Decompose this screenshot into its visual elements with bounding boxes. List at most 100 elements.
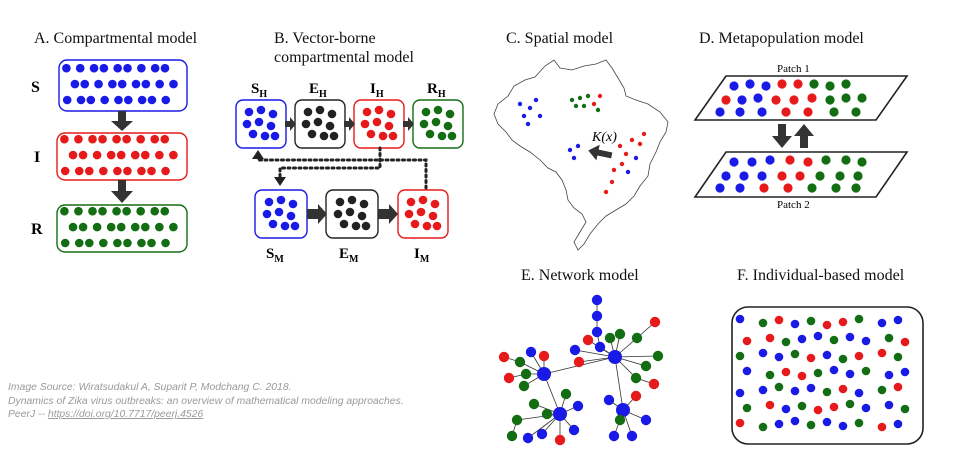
- individual-dot: [416, 207, 426, 217]
- individual-dot: [422, 221, 432, 231]
- individual-dot: [623, 151, 629, 157]
- individual-dot: [617, 143, 623, 149]
- individual-dot: [60, 206, 69, 216]
- recovered-compartment: [56, 204, 188, 253]
- individual-dot: [92, 222, 102, 232]
- individual-dot: [410, 219, 420, 229]
- network-edge: [614, 356, 624, 411]
- individual-dot: [160, 206, 170, 216]
- network-node: [630, 372, 642, 384]
- individual-dot: [351, 221, 361, 231]
- network-edge: [636, 321, 656, 339]
- individual-dot: [806, 316, 816, 326]
- panel-b-title-line2: compartmental model: [274, 49, 414, 66]
- individual-dot: [150, 206, 160, 216]
- individual-dot: [276, 195, 286, 205]
- arrow-into-sm: [274, 177, 286, 186]
- individual-dot: [68, 150, 78, 160]
- individual-dot: [432, 221, 442, 231]
- label-r: R: [31, 221, 43, 238]
- individual-dot: [765, 370, 775, 380]
- individual-dot: [854, 314, 864, 324]
- individual-dot: [70, 79, 80, 89]
- individual-dot: [274, 207, 284, 217]
- individual-dot: [62, 95, 72, 105]
- network-edge: [527, 413, 561, 439]
- label-i: I: [34, 149, 40, 166]
- network-node: [626, 430, 638, 442]
- network-edge: [608, 399, 624, 411]
- individual-dot: [347, 195, 357, 205]
- individual-dot: [758, 385, 768, 395]
- arrow-sh-eh: [285, 117, 296, 131]
- individual-dot: [742, 403, 752, 413]
- individual-dot: [747, 157, 757, 167]
- individual-dot: [781, 107, 791, 117]
- individual-dot: [806, 420, 816, 430]
- individual-dot: [86, 95, 96, 105]
- individual-dot: [264, 197, 274, 207]
- network-node: [525, 346, 537, 358]
- individual-dot: [829, 335, 839, 345]
- patch-1-label: Patch 1: [777, 63, 810, 75]
- individual-dot: [765, 333, 775, 343]
- network-node: [649, 316, 661, 328]
- vector-individuals: [262, 195, 442, 231]
- individual-dot: [797, 401, 807, 411]
- individual-dot: [815, 171, 825, 181]
- individual-dot: [124, 95, 133, 105]
- network-node: [498, 351, 510, 363]
- individual-dot: [900, 367, 910, 377]
- network-edge: [533, 403, 561, 415]
- individual-dot: [92, 150, 102, 160]
- individual-dot: [851, 107, 861, 117]
- individual-dot: [774, 352, 784, 362]
- individual-dot: [759, 183, 769, 193]
- individual-dot: [136, 134, 145, 144]
- individual-dot: [131, 79, 141, 89]
- network-node: [572, 400, 584, 412]
- host-infected-box: [353, 99, 405, 149]
- individual-dot: [735, 351, 745, 361]
- individual-dot: [136, 206, 145, 216]
- network-node: [511, 414, 523, 426]
- individual-dot: [609, 179, 615, 185]
- network-node: [640, 414, 652, 426]
- individual-dot: [884, 400, 894, 410]
- host-individuals: [242, 105, 457, 141]
- individual-dot: [339, 219, 349, 229]
- individual-dot: [445, 109, 455, 119]
- network-node: [569, 344, 581, 356]
- individual-dot: [84, 238, 94, 248]
- individual-dot: [333, 209, 343, 219]
- network-nodes: [498, 294, 664, 446]
- individual-dot: [84, 166, 94, 176]
- individual-dot: [430, 199, 440, 209]
- label-ih: IH: [370, 81, 384, 100]
- doi-link[interactable]: https://doi.org/10.7717/peerj.4526: [47, 409, 204, 420]
- brazil-map-outline: [493, 59, 669, 251]
- individual-dot: [789, 95, 799, 105]
- individual-dot: [742, 336, 752, 346]
- network-node: [514, 356, 526, 368]
- individual-dot: [527, 105, 533, 111]
- individual-dot: [60, 238, 70, 248]
- network-edge: [596, 331, 601, 348]
- individual-dot: [854, 388, 864, 398]
- individual-dot: [790, 416, 800, 426]
- individual-dot: [793, 79, 803, 89]
- individual-dot: [857, 93, 867, 103]
- individual-dot: [150, 134, 160, 144]
- vector-susceptible-box: [254, 189, 308, 239]
- individual-dot: [790, 386, 800, 396]
- individual-dot: [99, 238, 108, 248]
- network-node: [604, 332, 616, 344]
- individual-dot: [106, 222, 116, 232]
- individual-dot: [758, 318, 768, 328]
- individual-dot: [68, 222, 78, 232]
- individual-dot: [313, 117, 323, 127]
- kernel-label: K(x): [591, 130, 617, 145]
- individual-dot: [357, 211, 367, 221]
- network-node: [518, 380, 530, 392]
- individual-dot: [406, 197, 416, 207]
